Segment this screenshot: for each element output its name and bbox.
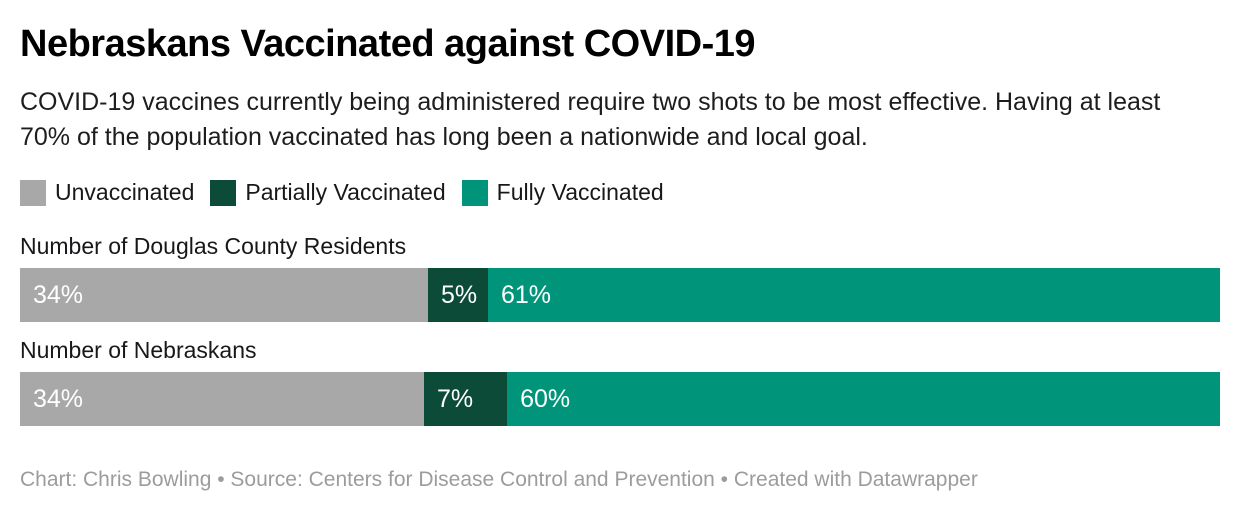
bar-row-nebraskans: Number of Nebraskans 34% 7% 60% [20,337,1220,426]
chart-attribution: Chart: Chris Bowling • Source: Centers f… [20,468,978,491]
legend-swatch-unvaccinated [20,179,46,206]
bar-row-label: Number of Douglas County Residents [20,233,407,259]
chart-description: COVID-19 vaccines currently being admini… [20,88,1161,151]
bar-segment-fully-vaccinated[interactable]: 60% [507,372,1220,426]
chart-title: Nebraskans Vaccinated against COVID-19 [20,23,756,65]
bar-segment-value: 60% [520,384,571,413]
bar-segment-fully-vaccinated[interactable]: 61% [488,268,1220,322]
legend-item-unvaccinated[interactable]: Unvaccinated [20,179,194,206]
bar-segment-value: 5% [441,280,478,309]
stacked-bar: 34% 5% 61% [20,268,1220,322]
bar-segment-value: 34% [33,384,84,413]
bar-segment-value: 61% [501,280,552,309]
bar-segment-partially-vaccinated[interactable]: 7% [423,372,508,426]
bar-segment-unvaccinated[interactable]: 34% [20,268,428,322]
legend: Unvaccinated Partially Vaccinated Fully … [20,179,1220,206]
bar-segment-unvaccinated[interactable]: 34% [20,372,424,426]
legend-item-partially-vaccinated[interactable]: Partially Vaccinated [210,179,446,206]
legend-item-fully-vaccinated[interactable]: Fully Vaccinated [461,179,664,206]
stacked-bar: 34% 7% 60% [20,372,1220,426]
bar-segment-partially-vaccinated[interactable]: 5% [428,268,488,322]
legend-swatch-partially-vaccinated [210,179,237,206]
bar-row-label: Number of Nebraskans [20,337,257,363]
legend-swatch-fully-vaccinated [461,179,488,206]
legend-label: Unvaccinated [55,179,195,205]
legend-label: Fully Vaccinated [496,179,664,205]
bar-segment-value: 34% [33,280,84,309]
bar-segment-value: 7% [436,384,474,413]
legend-label: Partially Vaccinated [245,179,446,205]
bar-row-douglas-county: Number of Douglas County Residents 34% 5… [20,233,1220,322]
